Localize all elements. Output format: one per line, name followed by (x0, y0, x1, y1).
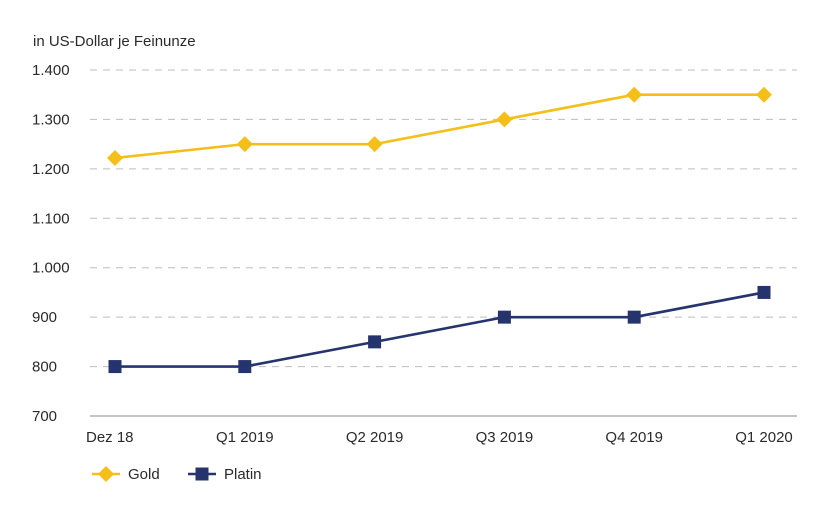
x-tick-label: Q4 2019 (605, 429, 663, 446)
axes: 700 800 900 1.000 1.100 1.200 1.300 1.400 Dez 18… (32, 62, 797, 446)
y-tick-label: 1.100 (32, 210, 70, 227)
legend-marker-platin (195, 467, 209, 481)
series-line-platin (115, 291, 765, 368)
y-tick-label: 900 (32, 309, 57, 326)
legend-label-gold: Gold (128, 466, 160, 483)
x-tick-label: Q3 2019 (476, 429, 534, 446)
gold-point (626, 86, 643, 103)
gridlines (90, 69, 797, 368)
gold-point (107, 149, 123, 166)
y-axis-unit-label: in US-Dollar je Feinunze (33, 33, 196, 50)
platin-point (238, 360, 252, 374)
x-tick-label: Q1 2020 (735, 429, 793, 446)
gold-point (756, 86, 772, 103)
legend-marker-gold (98, 466, 114, 482)
y-tick-label: 700 (32, 408, 57, 425)
series (107, 86, 772, 374)
platin-point (497, 310, 511, 324)
platin-point (368, 335, 382, 349)
y-tick-label: 800 (32, 359, 57, 376)
gold-point (236, 136, 253, 153)
gold-point (496, 111, 513, 128)
gold-point (366, 136, 383, 153)
legend-label-platin: Platin (224, 466, 262, 483)
x-tick-label: Q1 2019 (216, 429, 274, 446)
x-tick-label: Dez 18 (86, 429, 134, 446)
x-tick-label: Q2 2019 (346, 429, 404, 446)
y-tick-label: 1.200 (32, 161, 70, 178)
platin-point (627, 310, 641, 324)
series-line-gold (114, 93, 764, 160)
legend: Gold Platin (92, 466, 262, 483)
platin-point (108, 360, 122, 374)
y-tick-label: 1.300 (32, 111, 70, 128)
y-tick-label: 1.400 (32, 62, 70, 79)
platin-point (757, 285, 771, 299)
y-tick-label: 1.000 (32, 260, 70, 277)
